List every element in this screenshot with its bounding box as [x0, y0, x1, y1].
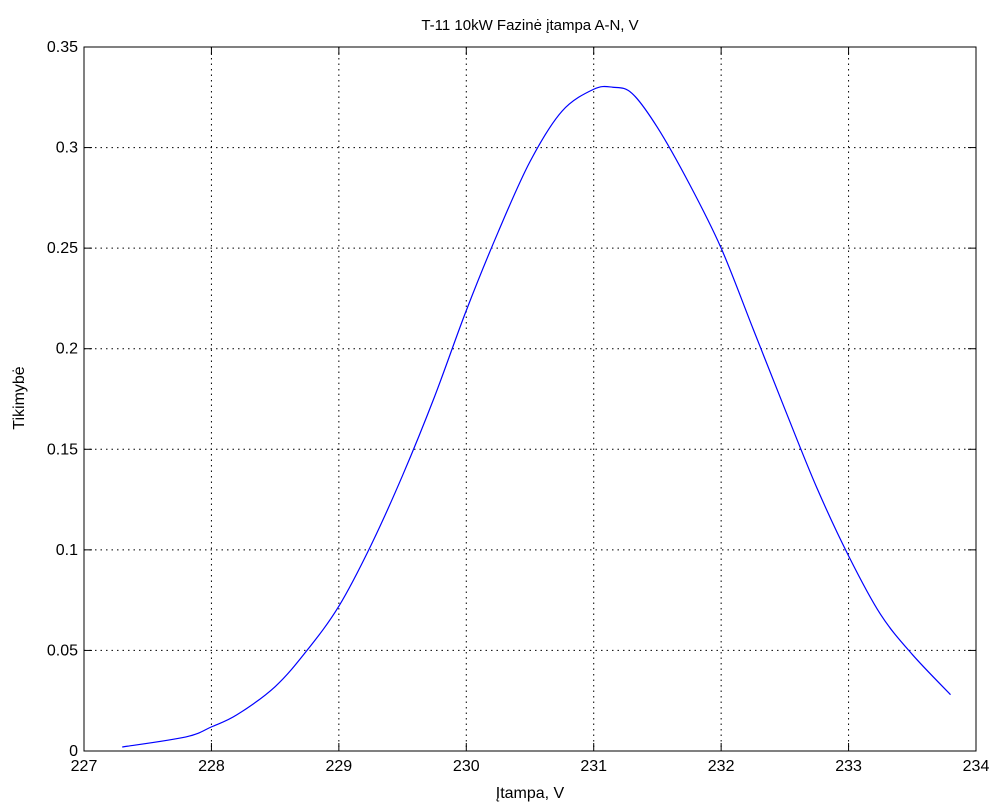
y-tick-label: 0.35 [47, 39, 78, 56]
x-axis-title: Įtampa, V [496, 785, 565, 802]
y-tick-label: 0.3 [56, 140, 78, 157]
x-tick-label: 230 [453, 758, 480, 775]
y-tick-label: 0.15 [47, 441, 78, 458]
x-tick-label: 233 [835, 758, 862, 775]
x-tick-label: 234 [963, 758, 990, 775]
x-tick-label: 227 [71, 758, 98, 775]
x-tick-label: 231 [580, 758, 607, 775]
y-tick-label: 0 [69, 743, 78, 760]
y-tick-label: 0.05 [47, 642, 78, 659]
series-line [122, 85, 951, 748]
y-tick-label: 0.2 [56, 341, 78, 358]
y-tick-label: 0.25 [47, 240, 78, 257]
axis-ticks: 227 228 229 230 231 232 233 234 0 0.05 0.1 0.15 0.2 0… [47, 39, 990, 775]
y-axis-title: Tikimybė [11, 366, 28, 430]
x-tick-label: 232 [708, 758, 735, 775]
x-tick-label: 229 [326, 758, 353, 775]
plot-frame [83, 46, 977, 752]
chart-title: T-11 10kW Fazinė įtampa A-N, V [421, 17, 638, 34]
series [122, 85, 951, 748]
grid [84, 47, 976, 751]
y-tick-label: 0.1 [56, 542, 78, 559]
x-tick-label: 228 [198, 758, 225, 775]
